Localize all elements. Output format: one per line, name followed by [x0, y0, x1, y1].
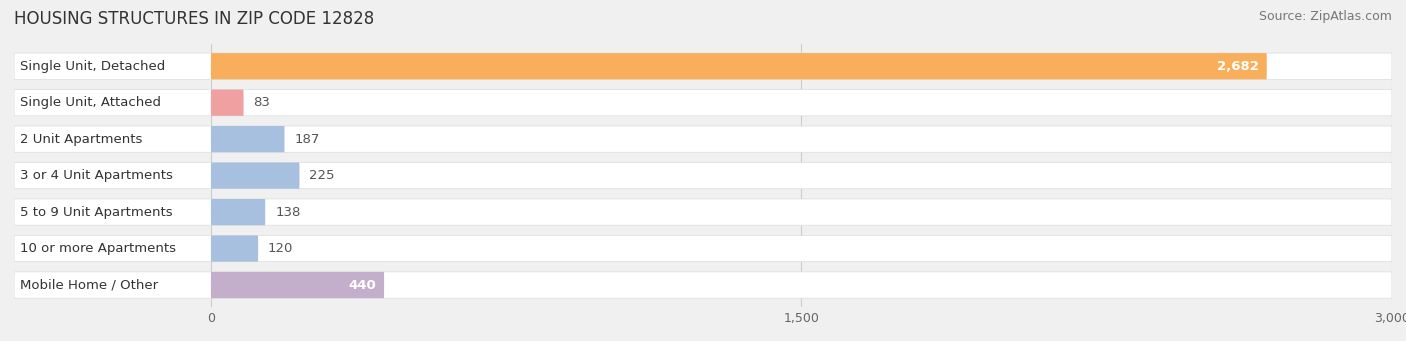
- Text: 5 to 9 Unit Apartments: 5 to 9 Unit Apartments: [20, 206, 173, 219]
- FancyBboxPatch shape: [14, 235, 1392, 262]
- FancyBboxPatch shape: [14, 162, 1392, 189]
- FancyBboxPatch shape: [211, 90, 243, 116]
- FancyBboxPatch shape: [211, 53, 1267, 79]
- Text: 10 or more Apartments: 10 or more Apartments: [20, 242, 176, 255]
- FancyBboxPatch shape: [211, 235, 259, 262]
- Text: 2 Unit Apartments: 2 Unit Apartments: [20, 133, 142, 146]
- Text: 138: 138: [276, 206, 301, 219]
- FancyBboxPatch shape: [211, 272, 384, 298]
- FancyBboxPatch shape: [14, 53, 1392, 79]
- FancyBboxPatch shape: [14, 199, 1392, 225]
- Text: 83: 83: [253, 96, 270, 109]
- Text: Single Unit, Detached: Single Unit, Detached: [20, 60, 166, 73]
- FancyBboxPatch shape: [211, 199, 266, 225]
- Text: Source: ZipAtlas.com: Source: ZipAtlas.com: [1258, 10, 1392, 23]
- Text: 2,682: 2,682: [1218, 60, 1258, 73]
- FancyBboxPatch shape: [211, 162, 299, 189]
- FancyBboxPatch shape: [14, 272, 1392, 298]
- Text: 440: 440: [349, 279, 377, 292]
- FancyBboxPatch shape: [211, 126, 284, 152]
- FancyBboxPatch shape: [14, 126, 1392, 152]
- Text: HOUSING STRUCTURES IN ZIP CODE 12828: HOUSING STRUCTURES IN ZIP CODE 12828: [14, 10, 374, 28]
- Text: 120: 120: [269, 242, 294, 255]
- Text: Mobile Home / Other: Mobile Home / Other: [20, 279, 157, 292]
- Text: 3 or 4 Unit Apartments: 3 or 4 Unit Apartments: [20, 169, 173, 182]
- FancyBboxPatch shape: [14, 90, 1392, 116]
- Text: 225: 225: [309, 169, 335, 182]
- Text: 187: 187: [294, 133, 319, 146]
- Text: Single Unit, Attached: Single Unit, Attached: [20, 96, 160, 109]
